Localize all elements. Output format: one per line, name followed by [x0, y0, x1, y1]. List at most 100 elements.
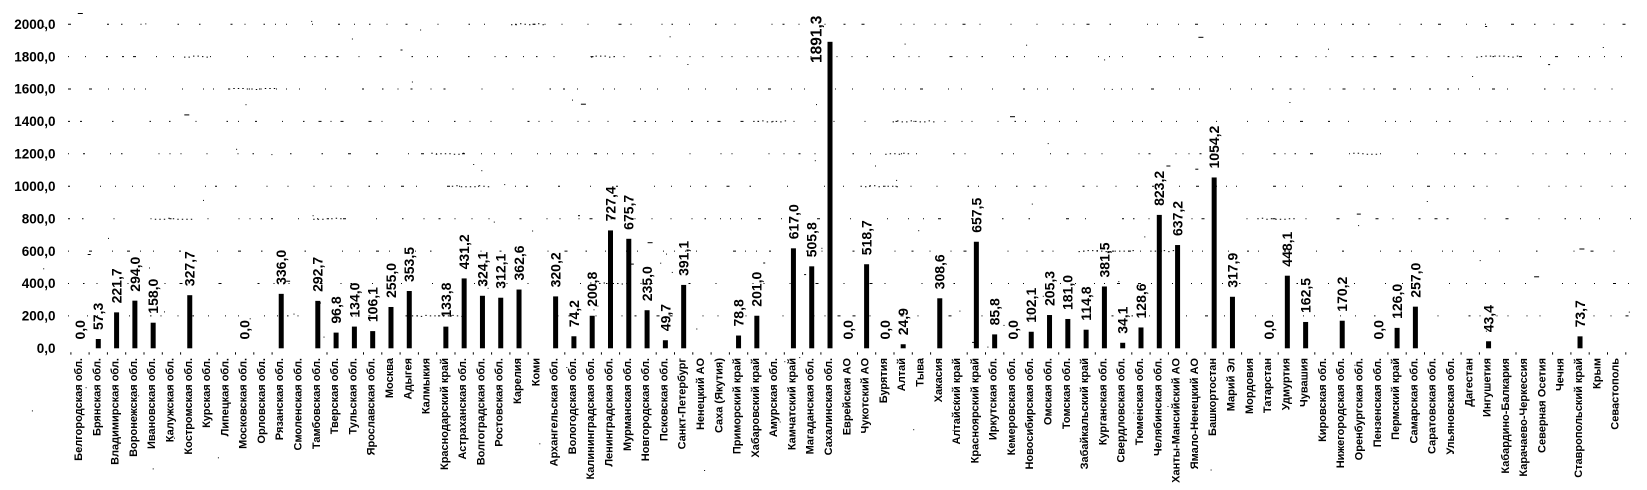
svg-text:675,7: 675,7	[621, 195, 637, 230]
svg-text:Томская обл.: Томская обл.	[1061, 358, 1073, 429]
svg-text:Чечня: Чечня	[1555, 358, 1567, 391]
svg-text:Вологодская обл.: Вологодская обл.	[567, 358, 579, 454]
svg-text:1400,0: 1400,0	[14, 114, 55, 129]
svg-text:448,1: 448,1	[1279, 231, 1295, 266]
svg-text:0,0: 0,0	[877, 320, 893, 340]
svg-text:102,1: 102,1	[1023, 288, 1039, 323]
svg-text:Тверская обл.: Тверская обл.	[329, 358, 341, 434]
svg-text:Ярославская обл.: Ярославская обл.	[366, 358, 378, 455]
svg-text:657,5: 657,5	[968, 198, 984, 233]
svg-text:201,0: 201,0	[749, 271, 765, 306]
svg-text:294,0: 294,0	[127, 256, 143, 291]
svg-text:Ханты-Мансийский АО: Ханты-Мансийский АО	[1171, 358, 1183, 483]
svg-text:Хакасия: Хакасия	[933, 358, 945, 402]
svg-text:200,8: 200,8	[584, 272, 600, 307]
svg-text:235,0: 235,0	[639, 266, 655, 301]
svg-text:431,2: 431,2	[456, 234, 472, 269]
svg-text:170,2: 170,2	[1334, 276, 1350, 311]
svg-text:Забайкальский край: Забайкальский край	[1079, 358, 1091, 469]
svg-text:1000,0: 1000,0	[14, 179, 55, 194]
svg-text:727,4: 727,4	[602, 186, 618, 221]
svg-text:Бурятия: Бурятия	[878, 358, 890, 403]
svg-text:Адыгея: Адыгея	[402, 358, 414, 399]
svg-text:128,6: 128,6	[1133, 283, 1149, 318]
svg-text:Ингушетия: Ингушетия	[1482, 358, 1494, 417]
svg-text:327,7: 327,7	[182, 251, 198, 286]
svg-text:0,0: 0,0	[37, 341, 56, 356]
svg-text:Новгородская обл.: Новгородская обл.	[640, 358, 652, 461]
svg-text:Алтай: Алтай	[896, 358, 908, 391]
svg-text:Смоленская обл.: Смоленская обл.	[293, 358, 305, 451]
svg-text:133,8: 133,8	[438, 282, 454, 317]
svg-text:134,0: 134,0	[346, 282, 362, 317]
svg-text:Дагестан: Дагестан	[1463, 358, 1475, 407]
svg-text:Воронежская обл.: Воронежская обл.	[128, 358, 140, 457]
svg-text:Чувашия: Чувашия	[1299, 358, 1311, 407]
svg-text:Москва: Москва	[384, 357, 396, 398]
svg-text:Костромская обл.: Костромская обл.	[183, 358, 195, 455]
svg-text:Нижегородская обл.: Нижегородская обл.	[1335, 358, 1347, 468]
svg-text:Ненецкий АО: Ненецкий АО	[695, 358, 707, 430]
svg-text:518,7: 518,7	[859, 220, 875, 255]
svg-text:Мордовия: Мордовия	[1244, 358, 1256, 414]
svg-text:Башкортостан: Башкортостан	[1207, 358, 1219, 436]
svg-text:162,5: 162,5	[1298, 278, 1314, 313]
svg-text:Удмуртия: Удмуртия	[1280, 358, 1292, 410]
svg-text:320,2: 320,2	[548, 252, 564, 287]
svg-text:Калининградская обл.: Калининградская обл.	[585, 358, 597, 480]
svg-text:Амурская обл.: Амурская обл.	[768, 358, 780, 437]
svg-text:181,0: 181,0	[1060, 275, 1076, 310]
svg-text:Московская обл.: Московская обл.	[238, 358, 250, 449]
svg-text:Саратовская обл.: Саратовская обл.	[1427, 358, 1439, 454]
svg-text:Магаданская обл.: Магаданская обл.	[805, 358, 817, 454]
svg-text:1891,3: 1891,3	[809, 15, 826, 63]
svg-text:Кабардино-Балкария: Кабардино-Балкария	[1500, 358, 1512, 474]
svg-text:0,0: 0,0	[1261, 320, 1277, 340]
svg-text:Приморский край: Приморский край	[732, 358, 744, 454]
svg-text:Кемеровская обл.: Кемеровская обл.	[1006, 358, 1018, 455]
svg-text:317,9: 317,9	[1224, 253, 1240, 288]
svg-text:Курская обл.: Курская обл.	[201, 358, 213, 428]
svg-text:505,8: 505,8	[804, 222, 820, 257]
svg-text:0,0: 0,0	[1005, 320, 1021, 340]
svg-text:Иркутская обл.: Иркутская обл.	[988, 358, 1000, 440]
svg-text:Калужская обл.: Калужская обл.	[165, 358, 177, 442]
svg-text:257,0: 257,0	[1407, 262, 1423, 297]
svg-text:Ростовская обл.: Ростовская обл.	[494, 358, 506, 447]
svg-text:Крым: Крым	[1591, 358, 1603, 389]
svg-text:2000,0: 2000,0	[14, 17, 55, 32]
svg-text:637,2: 637,2	[1170, 201, 1186, 236]
svg-text:600,0: 600,0	[22, 244, 56, 259]
svg-text:Краснодарский край: Краснодарский край	[439, 358, 451, 470]
svg-text:308,6: 308,6	[932, 254, 948, 289]
svg-text:391,1: 391,1	[676, 241, 692, 276]
svg-text:Ленинградская обл.: Ленинградская обл.	[604, 358, 616, 467]
svg-text:Северная Осетия: Северная Осетия	[1536, 358, 1548, 453]
svg-text:73,7: 73,7	[1572, 300, 1588, 327]
svg-text:Пензенская обл.: Пензенская обл.	[1372, 358, 1384, 447]
svg-text:324,1: 324,1	[474, 252, 490, 287]
svg-text:49,7: 49,7	[657, 304, 673, 331]
svg-text:Калмыкия: Калмыкия	[421, 358, 433, 414]
svg-text:292,7: 292,7	[310, 257, 326, 292]
svg-text:Санкт-Петербург: Санкт-Петербург	[677, 358, 689, 450]
svg-text:85,8: 85,8	[987, 298, 1003, 325]
svg-text:Рязанская обл.: Рязанская обл.	[274, 358, 286, 440]
svg-text:Севастополь: Севастополь	[1610, 358, 1622, 430]
svg-text:Волгоградская обл.: Волгоградская обл.	[475, 358, 487, 465]
svg-text:Архангельская обл.: Архангельская обл.	[549, 358, 561, 466]
svg-text:Новосибирская обл.: Новосибирская обл.	[1024, 358, 1036, 470]
svg-text:Тыва: Тыва	[915, 357, 927, 387]
svg-text:74,2: 74,2	[566, 300, 582, 327]
svg-text:Тюменская обл.: Тюменская обл.	[1134, 358, 1146, 445]
svg-text:Белгородская обл.: Белгородская обл.	[73, 358, 85, 461]
svg-text:Курганская обл.: Курганская обл.	[1097, 358, 1109, 445]
svg-text:Самарская обл.: Самарская обл.	[1408, 358, 1420, 444]
svg-text:1600,0: 1600,0	[14, 82, 55, 97]
svg-text:96,8: 96,8	[328, 296, 344, 323]
svg-text:205,3: 205,3	[1041, 271, 1057, 306]
svg-text:200,0: 200,0	[22, 309, 56, 324]
svg-text:158,0: 158,0	[145, 278, 161, 313]
svg-text:Тульская обл.: Тульская обл.	[347, 358, 359, 435]
svg-text:Мурманская обл.: Мурманская обл.	[622, 358, 634, 451]
